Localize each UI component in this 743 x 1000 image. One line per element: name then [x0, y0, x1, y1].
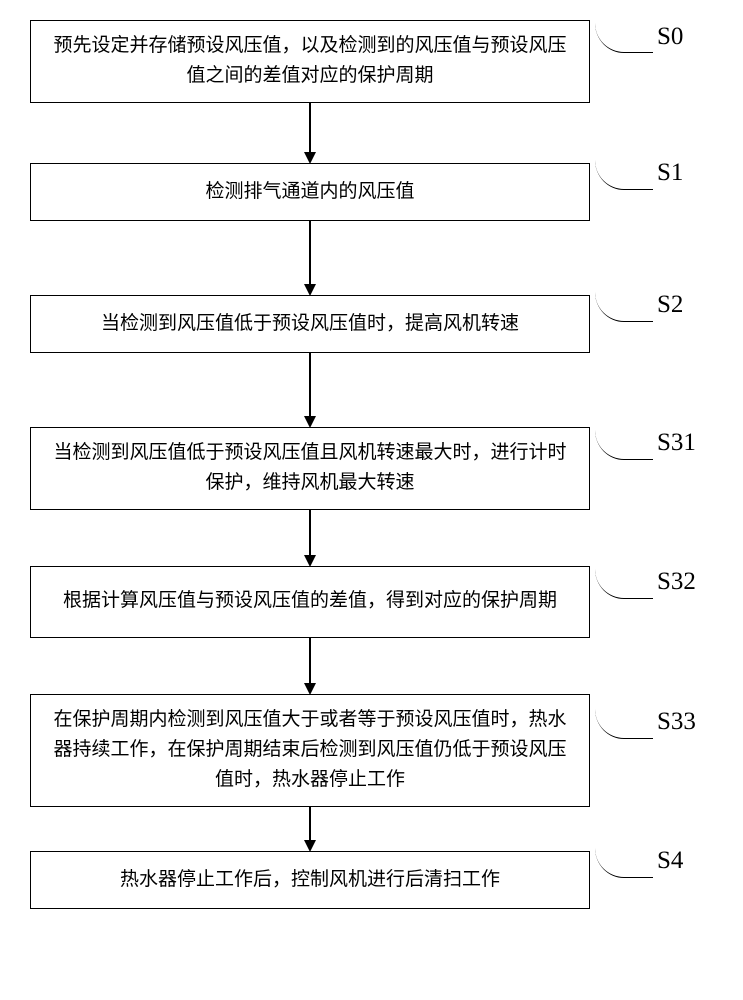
label-connector: [595, 709, 653, 739]
step-label-wrap: S31: [595, 445, 696, 460]
step-box: 当检测到风压值低于预设风压值且风机转速最大时，进行计时保护，维持风机最大转速: [30, 427, 590, 510]
step-label-wrap: S32: [595, 584, 696, 599]
label-connector: [595, 848, 653, 878]
step-box: 预先设定并存储预设风压值，以及检测到的风压值与预设风压值之间的差值对应的保护周期: [30, 20, 590, 103]
step-label: S31: [657, 429, 696, 457]
step-box: 根据计算风压值与预设风压值的差值，得到对应的保护周期: [30, 566, 590, 638]
label-connector: [595, 292, 653, 322]
step-s33: 在保护周期内检测到风压值大于或者等于预设风压值时，热水器持续工作，在保护周期结束…: [30, 694, 710, 807]
step-s4: 热水器停止工作后，控制风机进行后清扫工作 S4: [30, 851, 710, 909]
arrow: [30, 807, 590, 851]
step-s31: 当检测到风压值低于预设风压值且风机转速最大时，进行计时保护，维持风机最大转速 S3…: [30, 427, 710, 510]
arrow-line: [309, 353, 311, 425]
step-label: S33: [657, 708, 696, 736]
step-label: S1: [657, 159, 683, 187]
arrow: [30, 221, 590, 295]
step-label: S4: [657, 847, 683, 875]
label-connector: [595, 569, 653, 599]
step-label-wrap: S33: [595, 724, 696, 739]
arrow: [30, 638, 590, 694]
step-label-wrap: S1: [595, 175, 683, 190]
step-box: 当检测到风压值低于预设风压值时，提高风机转速: [30, 295, 590, 353]
step-label: S32: [657, 568, 696, 596]
step-label: S0: [657, 23, 683, 51]
label-connector: [595, 160, 653, 190]
step-box: 热水器停止工作后，控制风机进行后清扫工作: [30, 851, 590, 909]
step-box: 检测排气通道内的风压值: [30, 163, 590, 221]
label-connector: [595, 23, 653, 53]
label-connector: [595, 430, 653, 460]
arrow-line: [309, 221, 311, 293]
step-s2: 当检测到风压值低于预设风压值时，提高风机转速 S2: [30, 295, 710, 353]
arrow: [30, 103, 590, 163]
step-label-wrap: S4: [595, 863, 683, 878]
step-label-wrap: S2: [595, 307, 683, 322]
step-label-wrap: S0: [595, 38, 683, 53]
arrow: [30, 353, 590, 427]
step-s1: 检测排气通道内的风压值 S1: [30, 163, 710, 221]
arrow: [30, 510, 590, 566]
flowchart-container: 预先设定并存储预设风压值，以及检测到的风压值与预设风压值之间的差值对应的保护周期…: [30, 20, 710, 909]
step-label: S2: [657, 291, 683, 319]
step-s0: 预先设定并存储预设风压值，以及检测到的风压值与预设风压值之间的差值对应的保护周期…: [30, 20, 710, 103]
step-box: 在保护周期内检测到风压值大于或者等于预设风压值时，热水器持续工作，在保护周期结束…: [30, 694, 590, 807]
step-s32: 根据计算风压值与预设风压值的差值，得到对应的保护周期 S32: [30, 566, 710, 638]
